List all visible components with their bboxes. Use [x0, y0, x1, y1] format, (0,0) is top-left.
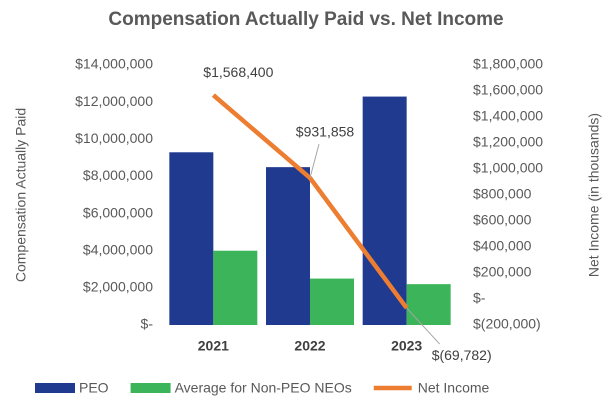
bar [406, 284, 451, 325]
y2-tick-label: $600,000 [473, 212, 532, 228]
legend-label: Net Income [418, 380, 490, 396]
bar [266, 167, 310, 325]
y-tick-label: $8,000,000 [83, 167, 153, 183]
y-tick-label: $6,000,000 [83, 204, 153, 220]
x-tick-label: 2022 [294, 338, 325, 354]
y2-tick-label: $1,400,000 [473, 108, 543, 124]
bar [310, 278, 354, 325]
legend-label: PEO [79, 380, 109, 396]
y-tick-label: $12,000,000 [75, 93, 153, 109]
data-label: $1,568,400 [203, 64, 273, 80]
x-tick-label: 2021 [198, 338, 229, 354]
bar [362, 96, 407, 325]
data-label: $931,858 [296, 124, 355, 140]
y2-tick-label: $- [473, 290, 486, 306]
y2-tick-label: $800,000 [473, 186, 532, 202]
legend-label: Average for Non-PEO NEOs [175, 380, 352, 396]
y2-tick-label: $1,800,000 [473, 56, 543, 72]
y-tick-label: $10,000,000 [75, 130, 153, 146]
data-label: $(69,782) [432, 347, 492, 363]
x-tick-label: 2023 [391, 338, 422, 354]
y2-tick-label: $200,000 [473, 264, 532, 280]
bar [213, 250, 258, 325]
legend-swatch [130, 383, 171, 393]
y2-tick-label: $1,600,000 [473, 82, 543, 98]
y-tick-label: $14,000,000 [75, 56, 153, 72]
y2-tick-label: $(200,000) [473, 316, 541, 332]
leader-line [406, 307, 441, 345]
y2-tick-label: $400,000 [473, 238, 532, 254]
y2-tick-label: $1,200,000 [473, 134, 543, 150]
leader-line [309, 143, 320, 178]
legend-swatch [35, 383, 75, 393]
y2-axis-title: Net Income (in thousands) [586, 113, 602, 277]
y-axis-title: Compensation Actually Paid [13, 108, 29, 282]
y2-tick-label: $1,000,000 [473, 160, 543, 176]
y-tick-label: $2,000,000 [83, 279, 153, 295]
bar [169, 152, 214, 325]
chart-title: Compensation Actually Paid vs. Net Incom… [108, 9, 503, 30]
y-tick-label: $4,000,000 [83, 241, 153, 257]
y-tick-label: $- [141, 316, 154, 332]
